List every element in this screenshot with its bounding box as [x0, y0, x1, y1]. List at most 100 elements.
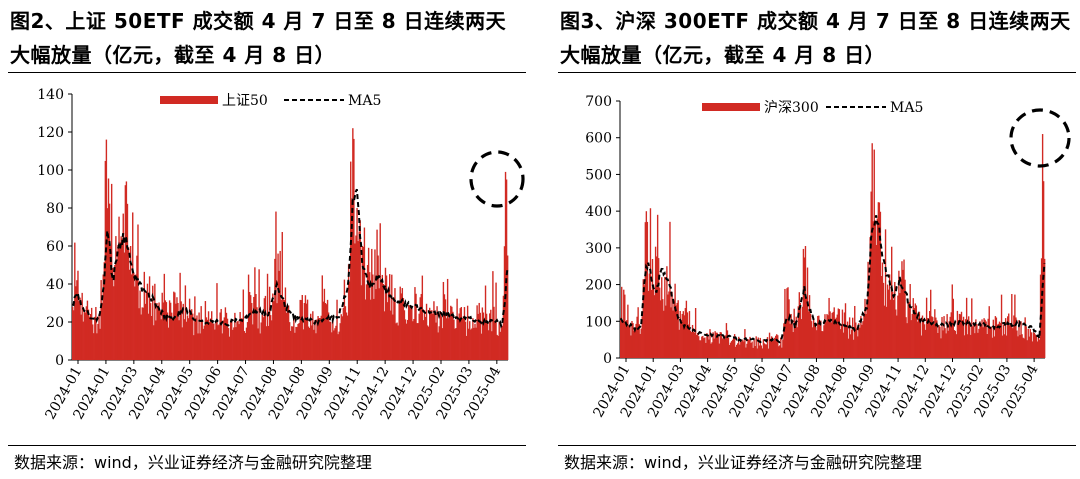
bar — [654, 246, 657, 358]
highlight-circle — [1009, 108, 1071, 168]
bar — [280, 299, 282, 360]
bar — [627, 304, 629, 358]
bar — [501, 325, 504, 360]
bar — [240, 318, 242, 360]
bar — [828, 297, 830, 358]
bar — [760, 345, 763, 358]
bar — [202, 328, 204, 360]
chart-title: 图2、上证 50ETF 成交额 4 月 7 日至 8 日连续两天大幅放量（亿元，… — [10, 9, 507, 67]
bar — [172, 318, 174, 360]
bar — [868, 275, 870, 358]
bar — [149, 303, 152, 360]
bar — [505, 179, 508, 360]
bar — [830, 322, 832, 358]
bar — [1012, 328, 1014, 358]
bar — [392, 314, 394, 360]
bar — [201, 320, 203, 360]
bar — [423, 310, 426, 360]
bar — [1034, 334, 1037, 358]
bar — [755, 336, 757, 358]
bar — [120, 236, 122, 360]
bar — [198, 312, 200, 360]
bar — [682, 311, 684, 358]
bar — [626, 320, 628, 358]
bar — [494, 322, 496, 360]
bar — [717, 336, 719, 358]
bar — [844, 303, 847, 358]
bar — [194, 296, 196, 360]
bar — [474, 323, 476, 360]
bar — [684, 308, 687, 358]
bar — [226, 318, 229, 360]
bar — [991, 337, 993, 358]
bar — [804, 246, 807, 358]
bar — [81, 292, 83, 360]
bar — [174, 292, 176, 360]
bar — [748, 339, 750, 358]
bar — [776, 334, 778, 358]
bar — [958, 313, 961, 358]
bar — [142, 307, 144, 360]
ma5-line — [72, 188, 509, 329]
bar — [884, 229, 887, 358]
bar — [197, 333, 199, 360]
bar — [845, 324, 848, 358]
bar — [688, 311, 691, 358]
bar — [257, 328, 259, 360]
bar — [477, 313, 479, 360]
bar — [99, 328, 101, 360]
source-note: 数据来源：wind，兴业证券经济与金融研究院整理 — [14, 453, 372, 472]
bar — [394, 288, 396, 360]
bar — [832, 311, 834, 358]
bar — [807, 311, 810, 358]
bar — [949, 316, 951, 358]
bar — [810, 321, 813, 358]
bar — [476, 305, 478, 360]
bar — [410, 305, 412, 360]
bar — [864, 298, 866, 358]
bar — [438, 326, 440, 360]
bar — [1020, 321, 1022, 358]
bar — [340, 314, 342, 360]
bar — [620, 317, 622, 358]
bar — [687, 324, 690, 358]
bar — [939, 326, 941, 358]
bar — [885, 306, 888, 358]
bar — [984, 319, 986, 358]
bar — [649, 208, 652, 358]
bar — [865, 313, 867, 358]
bar — [771, 337, 774, 358]
title-rule — [8, 72, 526, 73]
bar — [368, 272, 371, 360]
bar — [470, 329, 472, 360]
bar — [330, 321, 332, 360]
bar — [485, 313, 488, 360]
bar — [377, 255, 379, 360]
bar — [955, 334, 958, 358]
bar — [628, 326, 630, 358]
bar — [972, 326, 974, 358]
bar — [416, 323, 418, 360]
bar — [121, 238, 123, 360]
bar — [167, 327, 170, 360]
bar — [963, 335, 966, 358]
bar — [879, 211, 882, 358]
bar — [1004, 318, 1007, 358]
bar — [313, 329, 315, 360]
bar — [456, 298, 458, 360]
bar — [403, 310, 406, 360]
bar — [823, 325, 825, 358]
bar — [982, 327, 984, 358]
bar — [878, 202, 881, 358]
bar — [866, 299, 868, 358]
bar — [733, 334, 736, 358]
bar — [162, 302, 164, 360]
bar — [695, 334, 698, 358]
bar — [124, 185, 127, 360]
bar — [177, 303, 179, 360]
bar — [110, 183, 113, 360]
bar — [502, 295, 505, 360]
bar — [331, 332, 333, 360]
bar — [397, 325, 399, 360]
title-rule — [558, 72, 1076, 73]
